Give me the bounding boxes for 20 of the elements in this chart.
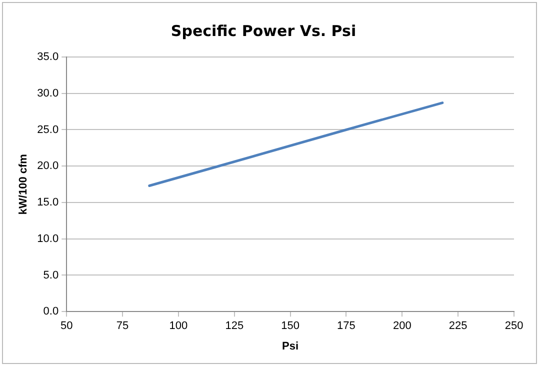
x-axis-title: Psi: [282, 340, 299, 352]
x-tick-label: 150: [281, 320, 300, 332]
y-axis-title: kW/100 cfm: [18, 154, 30, 215]
x-tick-label: 175: [337, 320, 356, 332]
chart-title: Specific Power Vs. Psi: [170, 22, 356, 40]
x-tick-label: 100: [169, 320, 188, 332]
y-tick-label: 5.0: [43, 269, 59, 282]
y-tick-label: 10.0: [37, 232, 59, 245]
y-tick-label: 20.0: [37, 160, 59, 172]
x-tick-label: 75: [116, 320, 129, 332]
y-tick-label: 25.0: [37, 124, 59, 136]
x-tick-label: 50: [60, 320, 73, 332]
x-tick-label: 250: [504, 320, 524, 332]
y-tick-label: 35.0: [37, 51, 59, 64]
y-tick-label: 15.0: [37, 196, 59, 209]
y-tick-label: 30.0: [37, 87, 59, 100]
x-tick-label: 225: [448, 320, 468, 332]
x-tick-label: 125: [225, 320, 244, 332]
x-tick-label: 200: [392, 320, 412, 332]
y-tick-label: 0.0: [43, 306, 59, 318]
